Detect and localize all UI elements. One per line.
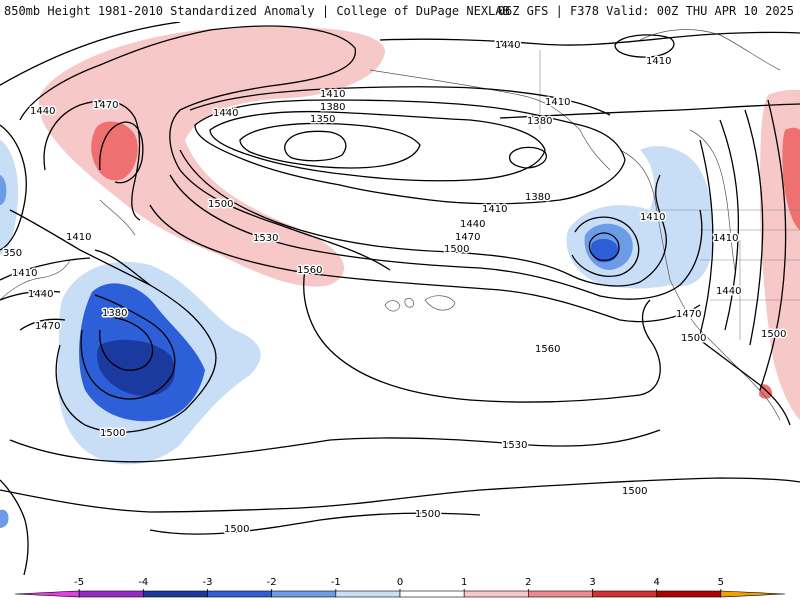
colorbar-tick-label: 1	[461, 577, 467, 588]
contour-label: 1500	[224, 524, 249, 535]
colorbar-band	[271, 590, 337, 598]
contour-label: 1500	[415, 509, 440, 520]
contour-label: 1410	[66, 232, 91, 243]
contour-label: 1410	[646, 56, 671, 67]
colorbar-band	[463, 590, 529, 598]
contour-label: 1440	[716, 286, 741, 297]
contour-label: 1440	[30, 106, 55, 117]
contour-label: 1500	[444, 244, 469, 255]
colorbar-bands	[14, 590, 786, 598]
contour-label: 1530	[253, 233, 278, 244]
geography-lines	[0, 29, 800, 421]
negative-anomaly-west-core	[97, 339, 175, 396]
anomaly-map: 1440 1470 1440 1440 1410 1410 1380 1350 …	[0, 22, 800, 575]
contour-label: 1470	[93, 100, 118, 111]
contour-label: 1380	[525, 192, 550, 203]
contour-label: 1410	[713, 233, 738, 244]
contour-label: 1500	[100, 428, 125, 439]
colorbar-band	[399, 590, 465, 598]
anomaly-shading	[0, 26, 800, 528]
colorbar-band	[592, 590, 657, 598]
colorbar-band	[335, 590, 401, 598]
contour-label: 350	[3, 248, 22, 259]
contour-label: 1560	[535, 344, 560, 355]
negative-anomaly-far-west	[0, 140, 19, 255]
colorbar-band	[143, 590, 208, 598]
colorbar-tick-label: -1	[331, 577, 341, 588]
colorbar-band	[528, 590, 593, 598]
height-contours	[0, 22, 800, 575]
contour-label: 1470	[35, 321, 60, 332]
contour-label: 1380	[102, 308, 127, 319]
colorbar-tick-label: 3	[589, 577, 595, 588]
title-bar: 850mb Height 1981-2010 Standardized Anom…	[0, 0, 800, 22]
model-run-info: 06Z GFS | F378 Valid: 00Z THU APR 10 202…	[497, 4, 794, 18]
contour-label: 1440	[495, 40, 520, 51]
contour-label: 1560	[297, 265, 322, 276]
negative-anomaly-southwest	[0, 509, 9, 528]
contour-label: 1380	[320, 102, 345, 113]
colorbar-tick-label: 2	[525, 577, 531, 588]
colorbar-band	[207, 590, 272, 598]
anomaly-colorbar: -5 -4 -3 -2 -1 0 1 2 3 4 5	[0, 575, 800, 600]
positive-anomaly-core	[91, 121, 138, 181]
colorbar-band	[720, 590, 786, 598]
colorbar-ticks: -5 -4 -3 -2 -1 0 1 2 3 4 5	[74, 577, 724, 591]
contour-label: 1440	[460, 219, 485, 230]
contour-label: 1500	[761, 329, 786, 340]
colorbar-tick-label: -2	[267, 577, 277, 588]
colorbar-band	[656, 590, 722, 598]
contour-label: 1410	[12, 268, 37, 279]
contour-label: 1530	[502, 440, 527, 451]
colorbar-tick-label: -3	[203, 577, 213, 588]
negative-anomaly-far-west-core	[0, 175, 7, 205]
contour-label: 1410	[640, 212, 665, 223]
map-title: 850mb Height 1981-2010 Standardized Anom…	[4, 4, 510, 18]
contour-label: 1500	[681, 333, 706, 344]
contour-label: 1350	[310, 114, 335, 125]
contour-labels: 1440 1470 1440 1440 1410 1410 1380 1350 …	[2, 39, 788, 537]
contour-label: 1470	[676, 309, 701, 320]
contour-label: 1500	[622, 486, 647, 497]
colorbar-tick-label: -5	[74, 577, 84, 588]
colorbar-tick-label: 5	[718, 577, 724, 588]
positive-anomaly-area-north-pacific	[38, 26, 386, 287]
colorbar-tick-label: 4	[653, 577, 659, 588]
contour-label: 1410	[320, 89, 345, 100]
contour-label: 1500	[208, 199, 233, 210]
contour-label: 1470	[455, 232, 480, 243]
contour-label: 1440	[28, 289, 53, 300]
contour-label: 1380	[527, 116, 552, 127]
negative-anomaly-east-pacific-core	[590, 238, 619, 263]
contour-label: 1410	[545, 97, 570, 108]
contour-label: 1440	[213, 108, 238, 119]
positive-anomaly-east-core	[782, 127, 800, 230]
colorbar-band	[78, 590, 144, 598]
colorbar-tick-label: 0	[397, 577, 403, 588]
colorbar-tick-label: -4	[138, 577, 148, 588]
contour-label: 1410	[482, 204, 507, 215]
